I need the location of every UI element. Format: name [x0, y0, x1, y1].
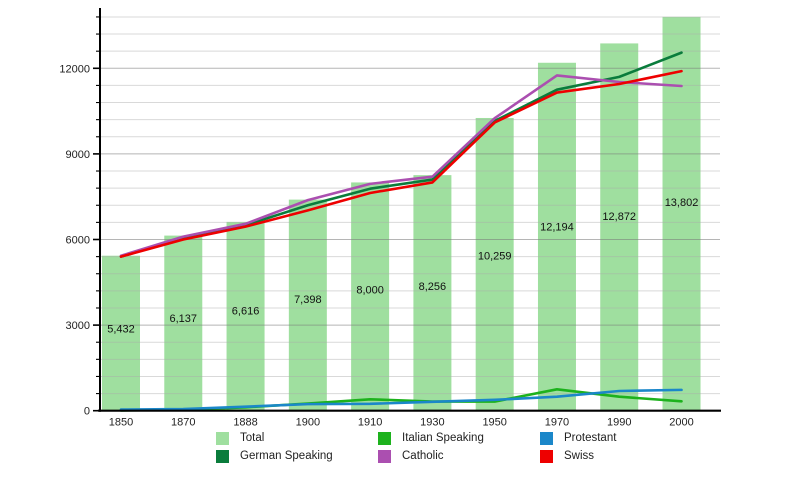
y-axis-label-6000: 6000: [66, 235, 90, 247]
total-bar-1888: [226, 221, 265, 411]
legend-item-total: Total: [216, 429, 378, 447]
total-bar-1870: [164, 235, 203, 411]
legend-label-swiss: Swiss: [564, 449, 595, 462]
x-axis-label-1950: 1950: [482, 417, 506, 429]
total-value-label-1888: 6,616: [232, 306, 260, 318]
total-bar-1970: [537, 62, 576, 411]
total-value-label-1970: 12,194: [540, 221, 574, 233]
total-bar-1900: [288, 199, 327, 411]
total-value-label-1850: 5,432: [107, 324, 135, 336]
total-value-label-1930: 8,256: [419, 281, 447, 293]
x-axis-label-1888: 1888: [233, 417, 257, 429]
total-bar-1850: [102, 255, 140, 411]
protestant-line: [119, 388, 683, 411]
swiss-line: [119, 69, 683, 258]
legend-item-protestant: Protestant: [540, 429, 702, 447]
legend-item-swiss: Swiss: [540, 447, 702, 465]
protestant-swatch: [540, 431, 553, 445]
german-speaking-swatch: [216, 449, 229, 463]
legend-label-italian-speaking: Italian Speaking: [402, 431, 484, 444]
x-axis-label-1870: 1870: [171, 417, 195, 429]
y-axis-label-9000: 9000: [66, 149, 90, 161]
total-value-label-1990: 12,872: [602, 211, 636, 223]
chart-legend: Total German Speaking Italian Speaking C…: [216, 429, 702, 465]
total-swatch: [216, 431, 229, 445]
x-axis-label-1910: 1910: [358, 417, 382, 429]
total-bar-1930: [413, 175, 452, 411]
legend-item-catholic: Catholic: [378, 447, 540, 465]
y-axis-label-12000: 12000: [59, 63, 90, 75]
x-axis-label-1900: 1900: [296, 417, 320, 429]
swiss-swatch: [540, 449, 553, 463]
total-value-label-1900: 7,398: [294, 294, 322, 306]
german-speaking-line: [119, 51, 683, 258]
y-axis-label-3000: 3000: [66, 320, 90, 332]
total-value-label-1870: 6,137: [170, 313, 198, 325]
total-bar-1910: [351, 182, 390, 411]
total-bar-2000: [662, 16, 701, 411]
italian-speaking-swatch: [378, 431, 391, 445]
catholic-swatch: [378, 449, 391, 463]
total-value-label-2000: 13,802: [665, 197, 699, 209]
legend-item-italian-speaking: Italian Speaking: [378, 429, 540, 447]
x-axis-label-1930: 1930: [420, 417, 444, 429]
total-bar-1950: [475, 117, 514, 411]
legend-label-protestant: Protestant: [564, 431, 617, 444]
catholic-line: [119, 74, 683, 258]
x-axis-label-1850: 1850: [109, 417, 133, 429]
y-axis-label-0: 0: [84, 406, 90, 418]
total-bar-1990: [600, 43, 639, 411]
x-axis-label-1970: 1970: [545, 417, 569, 429]
legend-label-total: Total: [240, 431, 265, 444]
total-value-label-1950: 10,259: [478, 251, 512, 263]
x-axis-label-1990: 1990: [607, 417, 631, 429]
legend-item-german-speaking: German Speaking: [216, 447, 378, 465]
legend-label-catholic: Catholic: [402, 449, 444, 462]
total-value-label-1910: 8,000: [356, 285, 384, 297]
x-axis-label-2000: 2000: [669, 417, 693, 429]
legend-label-german-speaking: German Speaking: [240, 449, 333, 462]
